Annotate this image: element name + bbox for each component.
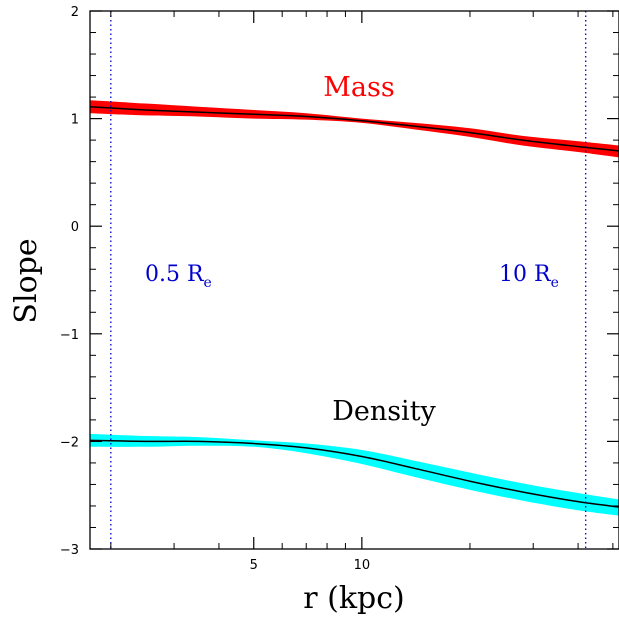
series-lines [90,106,619,508]
annotations: 0.5 Re 10 Re Mass Density [145,72,559,427]
mass-band [90,100,619,158]
vline-label-1: 0.5 Re [145,262,212,291]
vline-label-subscript: e [551,275,559,291]
y-tick-label: 0 [71,220,79,235]
y-tick-label: −1 [60,328,79,343]
y-tick-label: 1 [71,113,79,128]
plot-frame [89,10,619,550]
mass-annotation: Mass [323,72,394,103]
uncertainty-bands [90,100,619,516]
x-axis-title: r (kpc) [303,581,404,616]
density-annotation: Density [332,396,436,427]
y-axis-title: Slope [9,238,44,323]
y-tick-label: −2 [60,435,79,450]
y-tick-label: 2 [71,5,79,20]
vline-label-2: 10 Re [499,262,559,291]
mass-line [90,106,619,152]
density-band [90,433,619,516]
y-tick-label: −3 [60,543,79,558]
x-tick-label: 10 [354,558,371,573]
x-tick-label: 5 [250,558,258,573]
density-line [90,439,619,508]
vline-label-subscript: e [204,275,212,291]
